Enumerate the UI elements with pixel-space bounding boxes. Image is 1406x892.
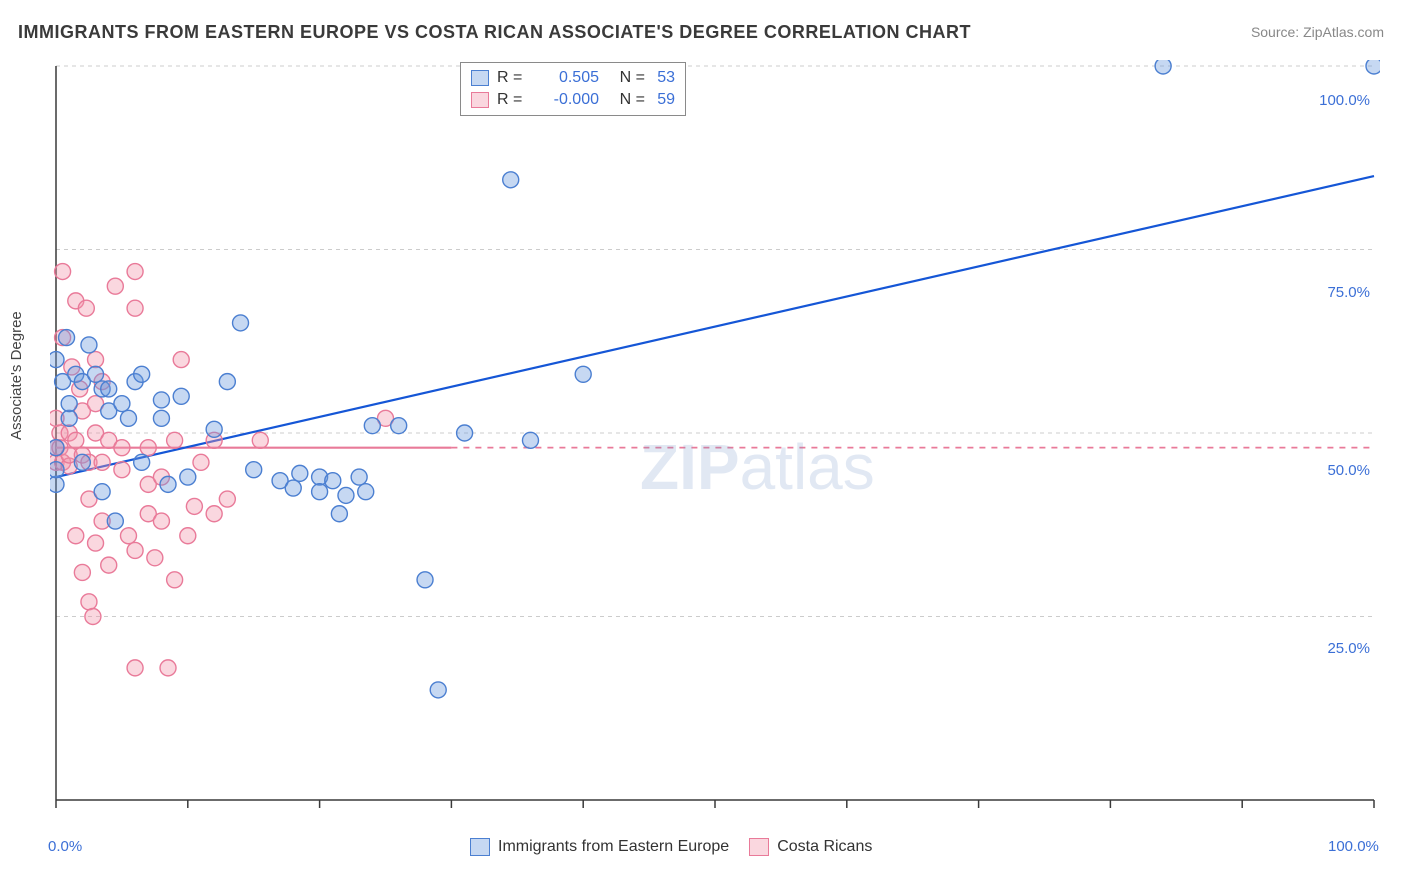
watermark: ZIPatlas bbox=[640, 430, 875, 504]
n-value-pink: 59 bbox=[645, 91, 675, 109]
watermark-bold: ZIP bbox=[640, 431, 740, 503]
y-tick-50: 50.0% bbox=[1300, 462, 1370, 479]
r-value-pink: -0.000 bbox=[529, 91, 599, 109]
y-tick-25: 25.0% bbox=[1300, 640, 1370, 657]
stats-row-blue: R = 0.505 N = 53 bbox=[471, 67, 675, 89]
r-value-blue: 0.505 bbox=[529, 69, 599, 87]
source-attribution: Source: ZipAtlas.com bbox=[1251, 24, 1384, 40]
n-label-pink: N = bbox=[599, 91, 645, 109]
legend-label-pink: Costa Ricans bbox=[777, 838, 872, 856]
bottom-legend: Immigrants from Eastern Europe Costa Ric… bbox=[450, 838, 872, 856]
y-tick-75: 75.0% bbox=[1300, 284, 1370, 301]
watermark-light: atlas bbox=[740, 431, 875, 503]
x-tick-0: 0.0% bbox=[48, 838, 82, 855]
legend-swatch-blue bbox=[470, 838, 490, 856]
legend-swatch-pink bbox=[749, 838, 769, 856]
swatch-pink bbox=[471, 92, 489, 108]
y-axis-label: Associate's Degree bbox=[8, 311, 25, 440]
stats-legend: R = 0.505 N = 53 R = -0.000 N = 59 bbox=[460, 62, 686, 116]
swatch-blue bbox=[471, 70, 489, 86]
legend-label-blue: Immigrants from Eastern Europe bbox=[498, 838, 729, 856]
chart-container: IMMIGRANTS FROM EASTERN EUROPE VS COSTA … bbox=[0, 0, 1406, 892]
stats-row-pink: R = -0.000 N = 59 bbox=[471, 89, 675, 111]
y-tick-100: 100.0% bbox=[1300, 92, 1370, 109]
chart-title: IMMIGRANTS FROM EASTERN EUROPE VS COSTA … bbox=[18, 22, 971, 43]
x-tick-100: 100.0% bbox=[1328, 838, 1379, 855]
n-value-blue: 53 bbox=[645, 69, 675, 87]
r-label-blue: R = bbox=[497, 69, 529, 87]
r-label-pink: R = bbox=[497, 91, 529, 109]
n-label-blue: N = bbox=[599, 69, 645, 87]
